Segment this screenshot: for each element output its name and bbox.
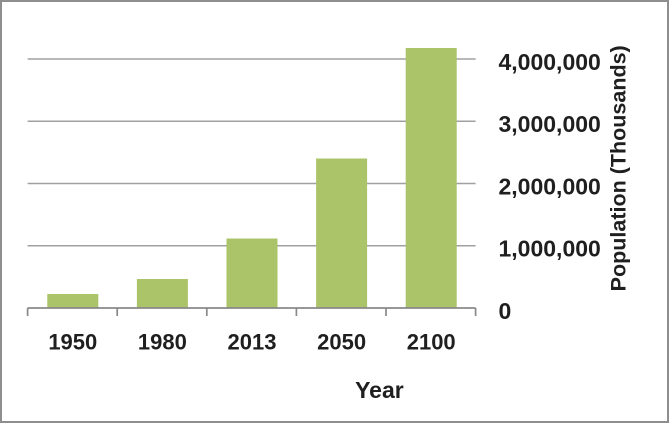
svg-text:2,000,000: 2,000,000 [499,173,601,199]
svg-text:1980: 1980 [138,330,187,355]
svg-text:Population (Thousands): Population (Thousands) [607,45,631,291]
svg-text:4,000,000: 4,000,000 [499,49,601,75]
svg-text:2013: 2013 [228,330,277,355]
svg-text:1950: 1950 [48,330,97,355]
svg-text:1,000,000: 1,000,000 [499,236,601,262]
svg-text:3,000,000: 3,000,000 [499,111,601,137]
svg-text:2100: 2100 [407,330,456,355]
svg-text:2050: 2050 [317,330,366,355]
svg-text:0: 0 [499,298,512,324]
svg-text:Year: Year [355,377,404,403]
